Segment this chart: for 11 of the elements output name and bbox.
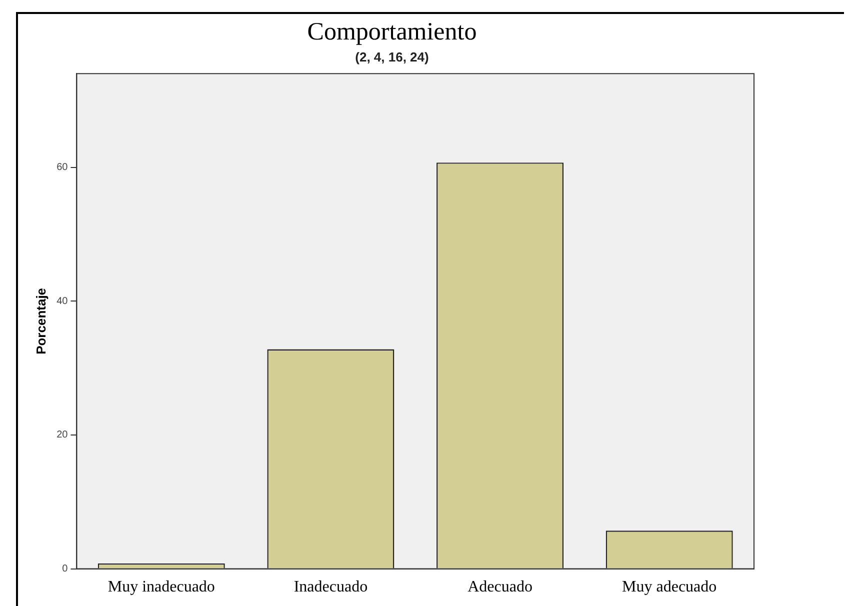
y-tick-label: 40 xyxy=(56,296,68,307)
y-axis-title: Porcentaje xyxy=(33,288,48,354)
x-tick-label: Inadecuado xyxy=(294,578,368,596)
chart-subtitle: (2, 4, 16, 24) xyxy=(355,49,429,64)
y-tick-label: 0 xyxy=(62,564,68,575)
y-tick-label: 60 xyxy=(56,162,68,174)
y-tick-label: 20 xyxy=(56,430,68,441)
x-tick-label: Muy adecuado xyxy=(622,578,717,596)
x-tick-label: Adecuado xyxy=(468,578,532,596)
chart-title: Comportamiento xyxy=(307,18,477,46)
x-tick-label: Muy inadecuado xyxy=(108,578,215,596)
